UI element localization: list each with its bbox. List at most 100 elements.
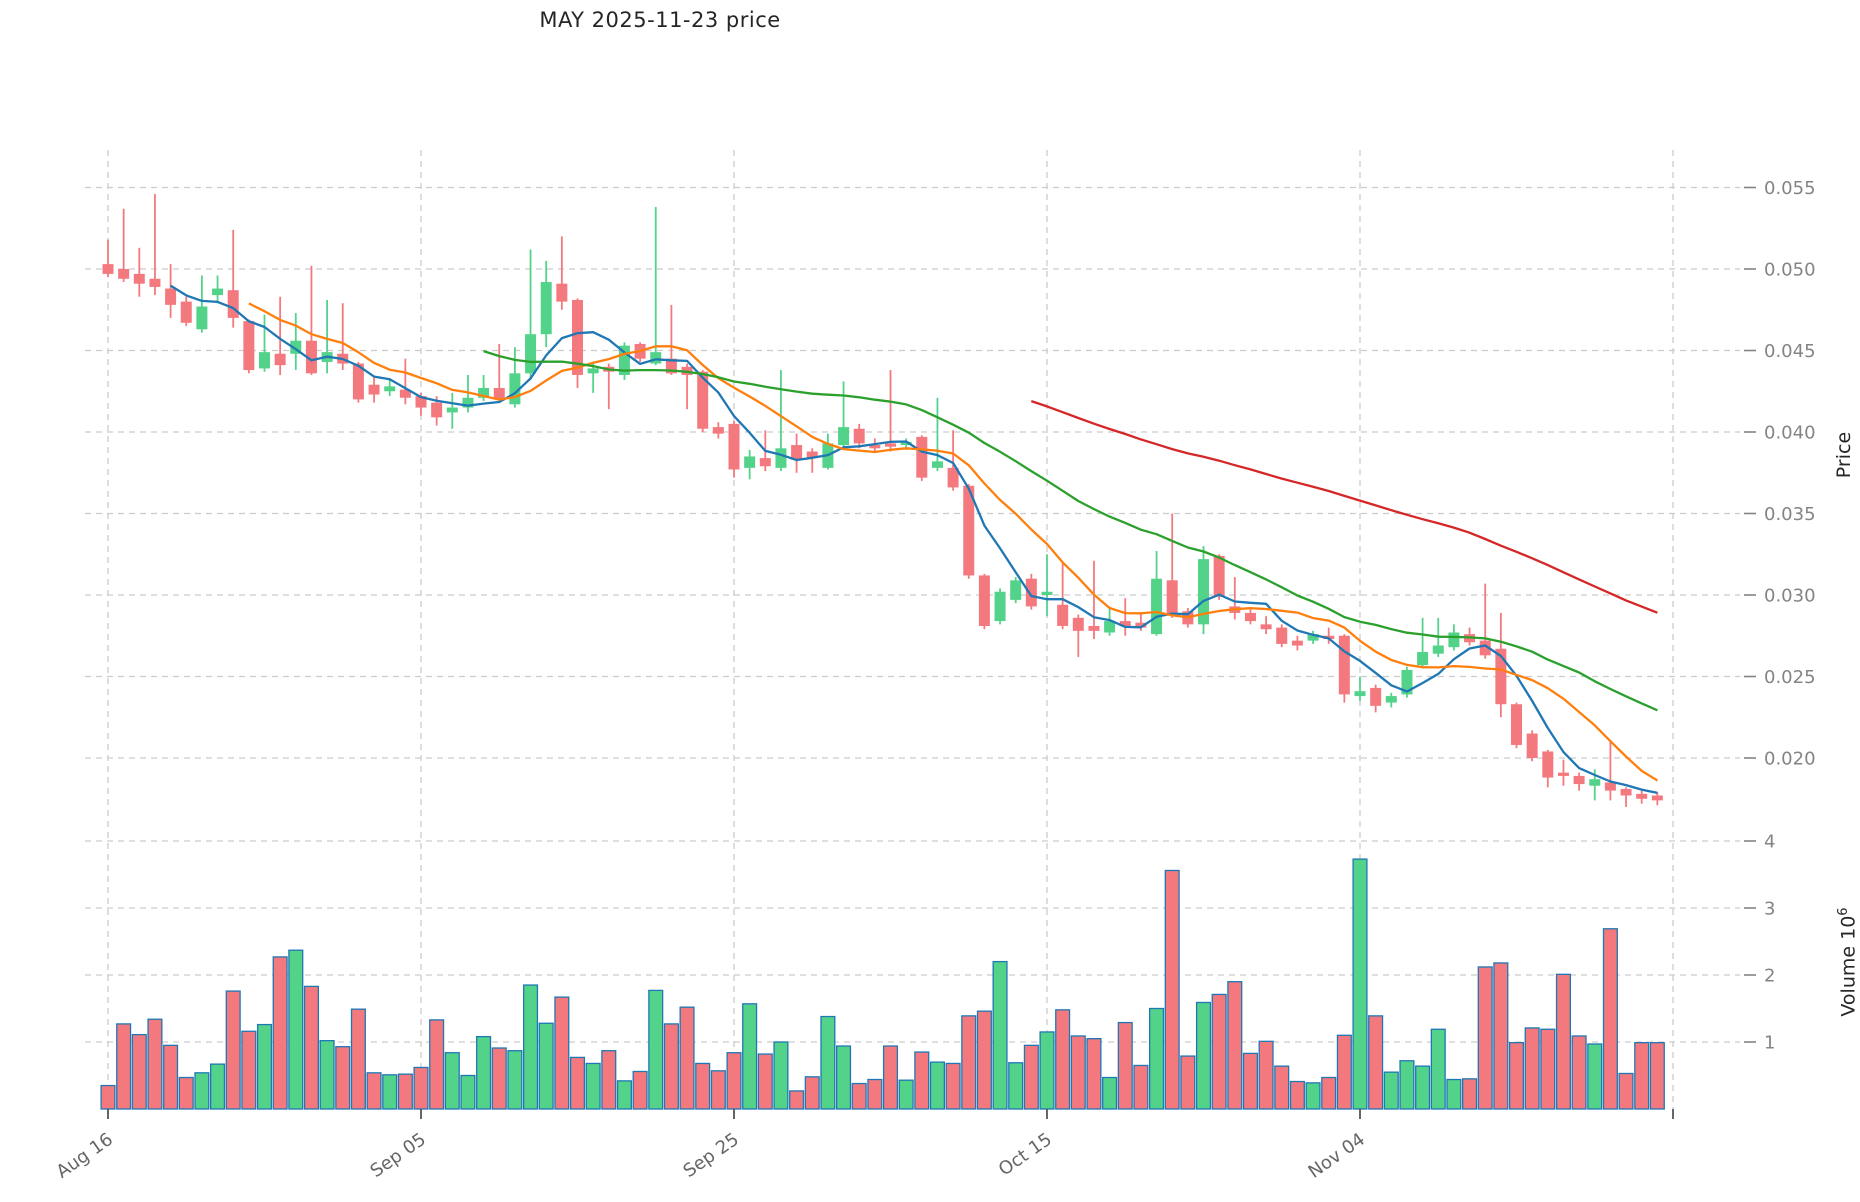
candle-body xyxy=(1385,696,1397,703)
candle-body xyxy=(838,427,850,446)
volume-bar xyxy=(1383,1071,1399,1110)
volume-bar xyxy=(194,1072,210,1110)
candle-body xyxy=(196,306,208,330)
candle-body xyxy=(352,363,364,400)
volume-bar xyxy=(851,1082,867,1110)
candle-body xyxy=(415,396,427,408)
x-tick-label: Nov 04 xyxy=(1305,1129,1369,1183)
volume-bar xyxy=(1415,1065,1431,1110)
volume-bar xyxy=(679,1006,695,1110)
volume-bar xyxy=(538,1022,554,1110)
volume-bar xyxy=(616,1080,632,1110)
candle-body xyxy=(509,373,521,405)
candle-body xyxy=(149,278,161,287)
volume-bar xyxy=(413,1066,429,1110)
volume-bar xyxy=(241,1030,257,1110)
price-axis-label: Price xyxy=(1833,431,1855,479)
volume-bar xyxy=(366,1072,382,1110)
volume-bar xyxy=(1352,858,1368,1110)
volume-bar xyxy=(1149,1007,1165,1110)
chart-title: MAY 2025-11-23 price xyxy=(539,8,781,32)
ma-line-sma60 xyxy=(1030,400,1658,614)
volume-bar xyxy=(1618,1072,1634,1110)
volume-bar xyxy=(209,1063,226,1110)
volume-tick-label: 2 xyxy=(1764,966,1775,987)
candle-body xyxy=(900,441,912,446)
volume-bar xyxy=(1117,1021,1133,1110)
candle-body xyxy=(1338,635,1350,695)
volume-bar xyxy=(1602,928,1618,1110)
candle-body xyxy=(618,345,630,375)
volume-bar xyxy=(663,1023,679,1110)
volume-bar xyxy=(882,1045,899,1110)
volume-bar xyxy=(757,1053,773,1110)
candle-body xyxy=(1151,578,1163,635)
volume-bar xyxy=(804,1076,820,1110)
candle-body xyxy=(478,387,490,398)
volume-bar xyxy=(1133,1064,1149,1110)
volume-bar xyxy=(1399,1060,1415,1110)
candle-body xyxy=(525,334,537,374)
volume-bar xyxy=(710,1070,726,1110)
candle-body xyxy=(118,269,130,279)
volume-bar xyxy=(1321,1076,1337,1110)
volume-bar xyxy=(1446,1078,1462,1110)
volume-bar xyxy=(1336,1034,1352,1110)
candle-body xyxy=(665,358,677,374)
volume-bar xyxy=(272,956,288,1110)
volume-bar xyxy=(116,1023,132,1110)
candle-body xyxy=(1354,691,1366,697)
candle-body xyxy=(1057,604,1069,626)
volume-bar xyxy=(820,1015,836,1110)
volume-bar xyxy=(898,1079,914,1110)
candle-body xyxy=(1025,578,1037,607)
volume-bar xyxy=(1023,1044,1039,1110)
candle-body xyxy=(806,451,818,459)
candle-body xyxy=(212,288,224,296)
volume-bar xyxy=(397,1073,413,1110)
candle-body xyxy=(650,352,662,364)
candle-body xyxy=(775,448,787,468)
volume-bar xyxy=(429,1019,445,1110)
volume-bar xyxy=(178,1076,194,1110)
candle-body xyxy=(1526,733,1538,758)
candle-body xyxy=(1041,591,1053,595)
ma-line-sma5 xyxy=(169,284,1658,795)
candle-body xyxy=(744,456,756,468)
volume-bar xyxy=(147,1018,163,1110)
candle-body xyxy=(1620,788,1632,796)
candle-body xyxy=(1573,775,1585,785)
volume-bar xyxy=(773,1041,789,1110)
volume-bar xyxy=(554,996,570,1110)
x-tick-label: Sep 25 xyxy=(680,1129,743,1182)
price-tick-label: 0.050 xyxy=(1764,260,1816,281)
volume-bar xyxy=(1493,962,1509,1110)
volume-bar xyxy=(1008,1062,1024,1110)
volume-bar xyxy=(1289,1080,1305,1110)
candle-body xyxy=(1119,621,1131,626)
volume-bar xyxy=(929,1061,945,1110)
candle-body xyxy=(1010,580,1022,600)
candle-body xyxy=(305,340,317,374)
candle-body xyxy=(1135,622,1147,628)
volume-bar xyxy=(961,1015,977,1110)
volume-tick-label: 3 xyxy=(1764,899,1775,920)
volume-bar xyxy=(460,1074,476,1110)
candle-body xyxy=(1166,580,1178,615)
candle-body xyxy=(1511,704,1522,745)
candle-body xyxy=(1307,634,1319,641)
candle-body xyxy=(1604,782,1616,791)
candle-body xyxy=(697,371,709,429)
candle-body xyxy=(931,461,943,468)
volume-bar xyxy=(491,1047,507,1110)
candle-body xyxy=(290,340,302,354)
price-tick-label: 0.040 xyxy=(1764,423,1816,444)
volume-bar xyxy=(726,1052,742,1110)
candle-body xyxy=(462,397,474,408)
volume-bar xyxy=(1634,1042,1650,1110)
volume-bar xyxy=(1039,1031,1055,1110)
ma-line-sma10 xyxy=(248,302,1658,782)
candle-body xyxy=(978,575,990,626)
